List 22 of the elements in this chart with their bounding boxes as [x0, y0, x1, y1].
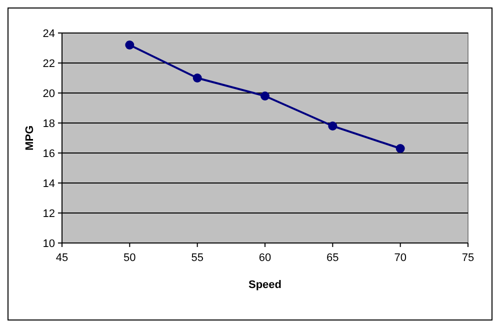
point — [260, 92, 270, 100]
x-tick-label: 50 — [124, 252, 136, 264]
y-tick-label: 18 — [42, 118, 55, 130]
x-tick-label: 75 — [462, 252, 474, 264]
y-tick-label: 12 — [42, 208, 55, 220]
y-tick-label: 24 — [42, 28, 55, 40]
x-tick-label: 45 — [56, 252, 68, 264]
y-axis-title: MPG — [24, 125, 36, 151]
x-tick-label: 60 — [258, 252, 272, 264]
y-tick-label: 16 — [42, 148, 55, 160]
x-axis-title: Speed — [248, 279, 282, 291]
point — [192, 74, 202, 82]
y-tick-label: 20 — [42, 88, 55, 100]
x-tick-label: 70 — [394, 252, 406, 264]
x-tick-label: 65 — [326, 252, 339, 264]
y-tick-label: 14 — [42, 178, 55, 190]
point — [125, 40, 134, 50]
y-tick-label: 22 — [42, 58, 55, 70]
point — [396, 144, 405, 153]
y-tick-label: 10 — [42, 238, 55, 250]
point — [328, 122, 338, 130]
x-tick-label: 55 — [191, 252, 204, 264]
